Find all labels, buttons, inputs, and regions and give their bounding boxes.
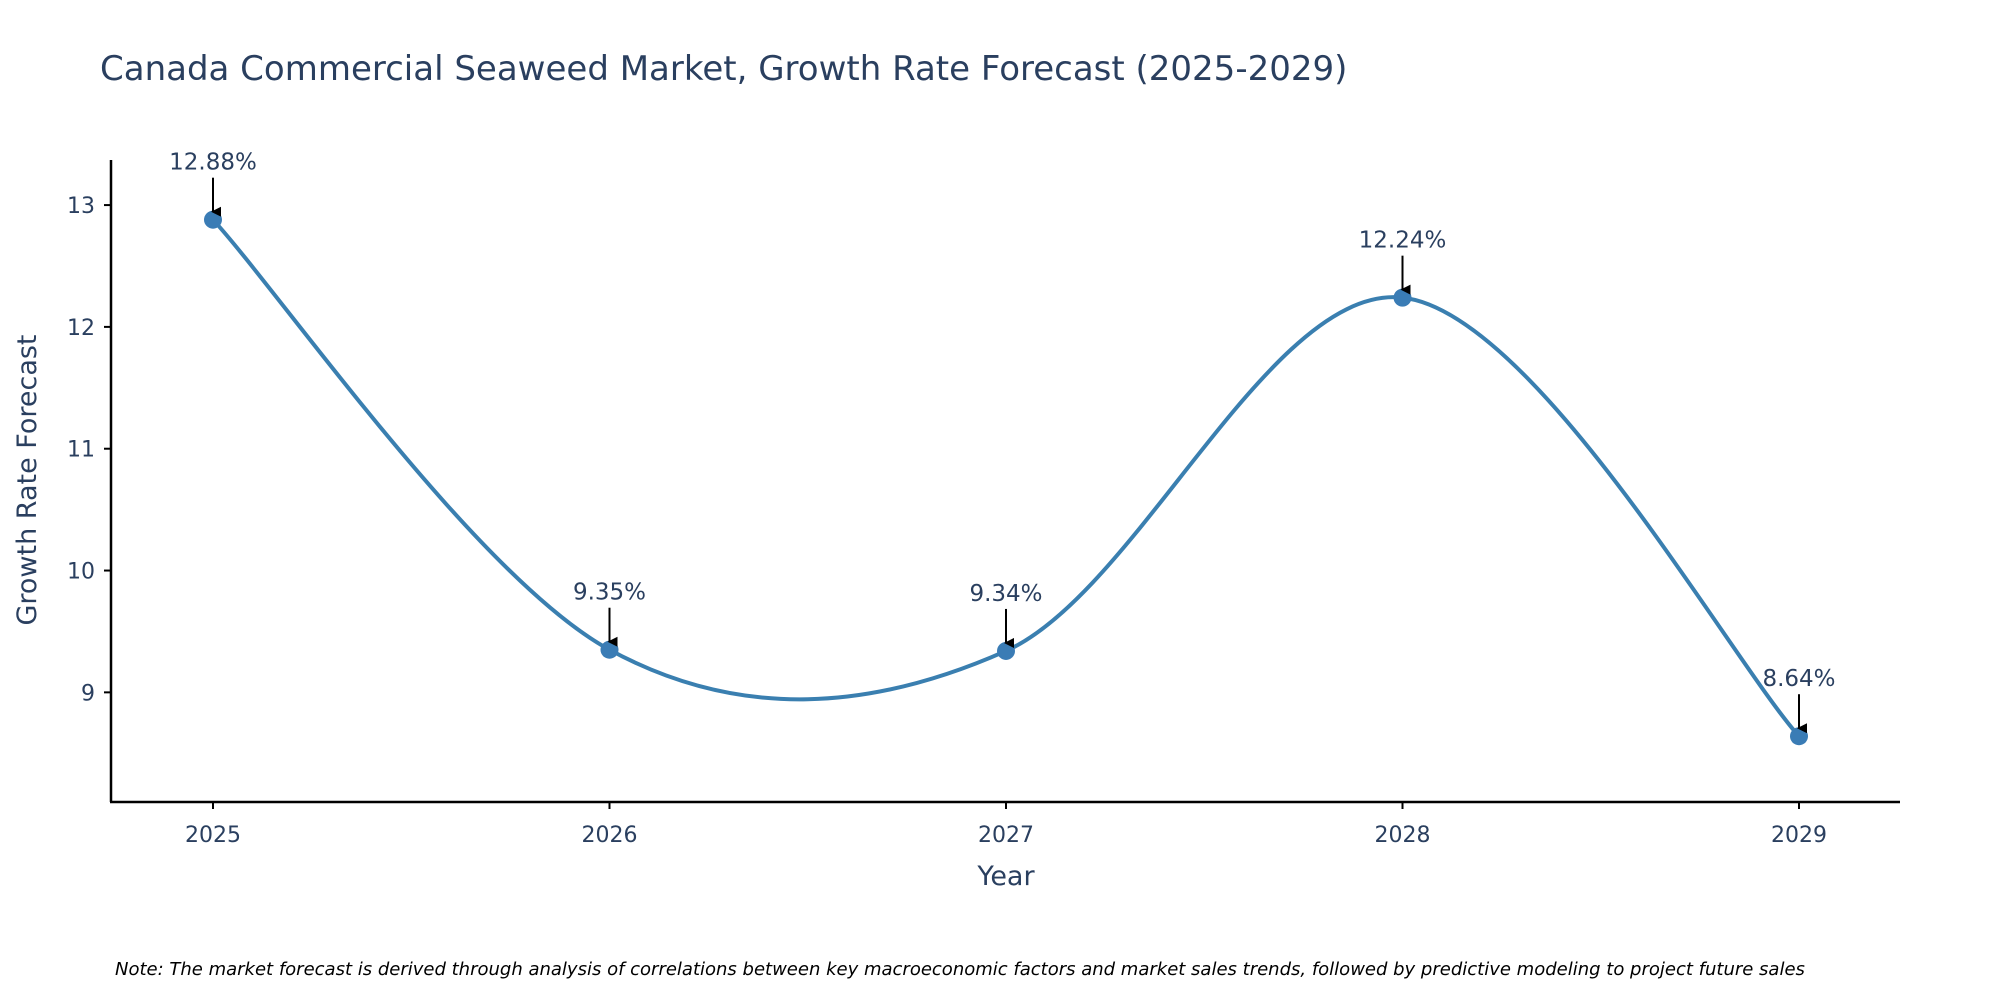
forecast-note: Note: The market forecast is derived thr… [115, 959, 1805, 980]
x-axis-title: Year [976, 861, 1035, 892]
data-label: 9.35% [573, 580, 646, 606]
data-point[interactable] [1393, 288, 1412, 307]
chart-title: Canada Commercial Seaweed Market, Growth… [100, 49, 1347, 89]
series-line [211, 218, 1801, 738]
data-label: 12.88% [169, 150, 257, 176]
y-tick-label: 13 [67, 194, 95, 219]
x-tick-label: 2026 [582, 823, 638, 848]
data-point[interactable] [1790, 727, 1808, 746]
data-label: 9.34% [969, 581, 1042, 607]
x-tick-label: 2027 [978, 823, 1034, 848]
y-tick-label: 12 [67, 316, 95, 341]
x-tick-label: 2028 [1375, 823, 1431, 848]
y-tick-label: 11 [67, 438, 95, 463]
y-axis-ticks: 9 10 11 12 13 [67, 194, 111, 706]
data-point[interactable] [997, 641, 1015, 660]
y-tick-label: 9 [81, 681, 95, 706]
x-tick-label: 2025 [185, 823, 241, 848]
x-tick-label: 2029 [1771, 823, 1827, 848]
y-axis-title: Growth Rate Forecast [12, 334, 43, 625]
y-tick-label: 10 [67, 560, 95, 585]
data-label: 8.64% [1762, 666, 1835, 692]
data-label: 12.24% [1359, 228, 1447, 254]
x-axis-ticks: 2025 2026 2027 2028 2029 [185, 802, 1827, 848]
plot-area: 12.88% 9.35% 9.34% 12.24% 8.64% [169, 150, 1836, 746]
data-point[interactable] [204, 210, 222, 229]
data-point[interactable] [600, 640, 619, 659]
